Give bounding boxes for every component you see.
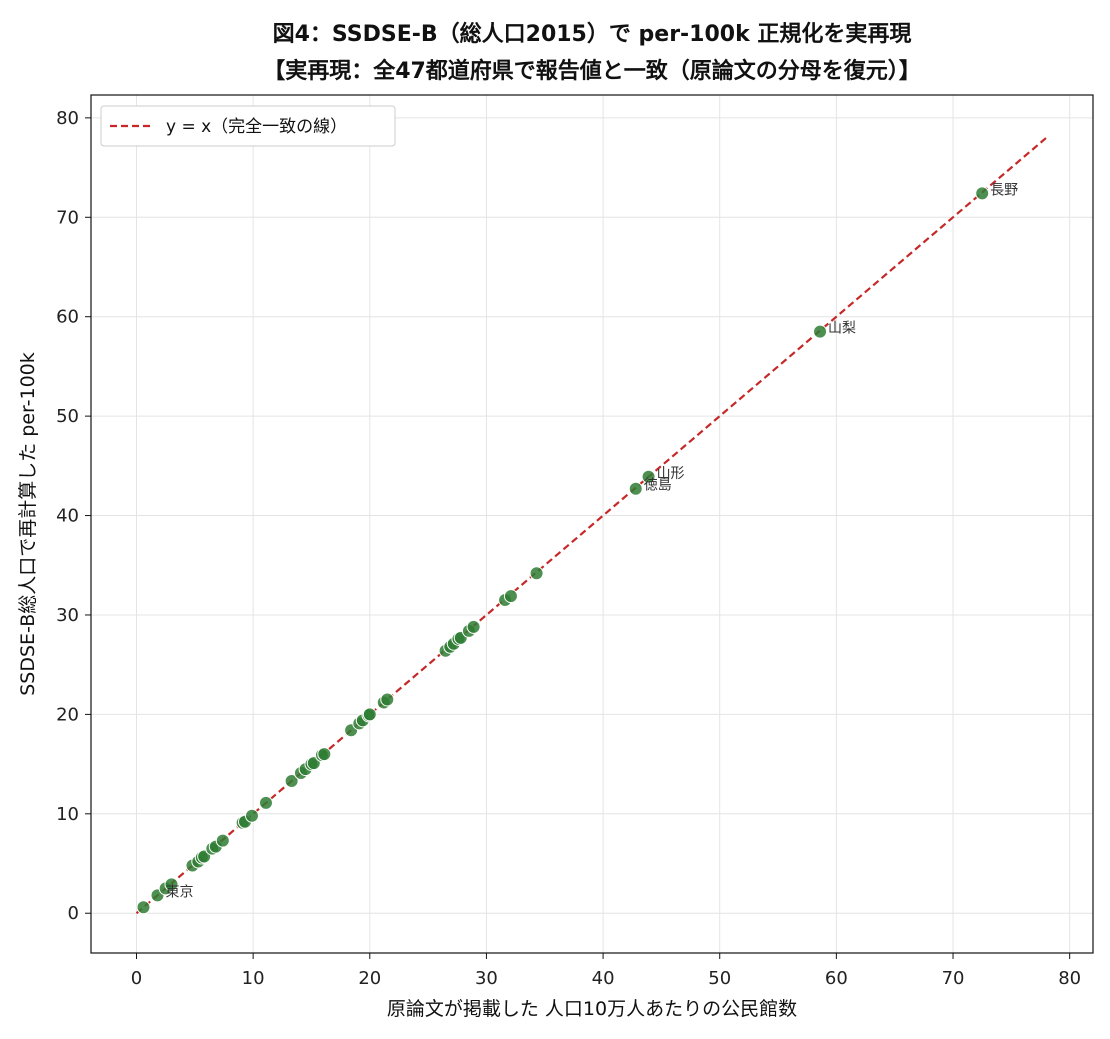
plot-frame: [90, 94, 1094, 954]
data-point: [628, 481, 643, 496]
y-tick-label: 70: [56, 207, 79, 228]
legend-box: [100, 105, 396, 147]
data-point: [258, 795, 273, 810]
y-tick-label: 0: [68, 903, 79, 924]
y-tick-label: 40: [56, 506, 79, 527]
data-point: [380, 692, 395, 707]
data-point: [503, 589, 518, 604]
point-label: 長野: [990, 182, 1018, 198]
chart-subtitle: 【実再現：全47都道府県で報告値と一致（原論文の分母を復元）】: [263, 58, 921, 84]
y-tick-label: 60: [56, 307, 79, 328]
data-point: [466, 619, 481, 634]
y-tick-label: 80: [56, 108, 79, 129]
y-axis-label: SSDSE-B総人口で再計算した per-100k: [17, 352, 39, 696]
point-label: 山形: [657, 466, 685, 482]
data-point: [529, 566, 544, 581]
point-label: 徳島: [644, 478, 672, 494]
chart-title: 図4：SSDSE-B（総人口2015）で per-100k 正規化を実再現: [273, 21, 912, 47]
x-tick-label: 40: [592, 968, 615, 989]
data-point: [641, 469, 656, 484]
x-axis-label: 原論文が掲載した 人口10万人あたりの公民館数: [387, 998, 797, 1020]
legend: y = x（完全一致の線）: [100, 105, 396, 147]
legend-label: y = x（完全一致の線）: [166, 117, 347, 137]
y-tick-label: 30: [56, 605, 79, 626]
y-tick-label: 20: [56, 704, 79, 725]
data-point: [244, 808, 259, 823]
x-tick-label: 20: [358, 968, 381, 989]
data-point: [975, 186, 990, 201]
y-tick-label: 50: [56, 406, 79, 427]
x-tick-label: 60: [825, 968, 848, 989]
x-tick-label: 50: [708, 968, 731, 989]
reference-line-y-equals-x: [135, 134, 1050, 915]
x-tick-label: 0: [131, 968, 142, 989]
data-point: [136, 900, 151, 915]
y-tick-label: 10: [56, 804, 79, 825]
point-label: 東京: [165, 884, 193, 900]
data-point: [317, 747, 332, 762]
data-point: [164, 877, 179, 892]
data-point: [215, 833, 230, 848]
x-tick-label: 30: [475, 968, 498, 989]
data-point: [284, 774, 299, 789]
x-tick-label: 10: [242, 968, 265, 989]
x-tick-label: 70: [942, 968, 965, 989]
point-label: 山梨: [828, 321, 856, 337]
x-tick-label: 80: [1058, 968, 1081, 989]
data-point: [813, 324, 828, 339]
data-point: [362, 707, 377, 722]
